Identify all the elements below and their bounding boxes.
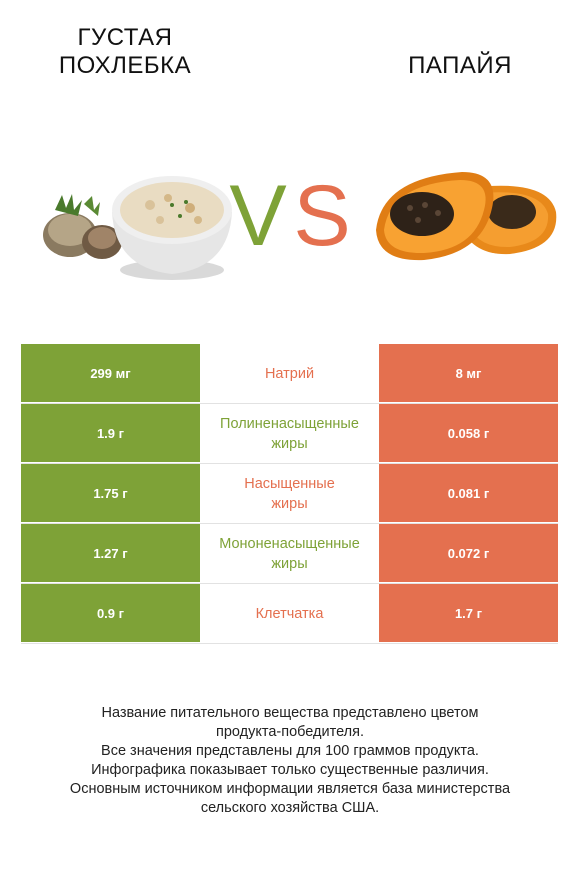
left-value: 1.9 г — [21, 404, 200, 463]
papaya-image — [376, 172, 557, 261]
vs-letter-s: S — [293, 168, 350, 264]
table-row: 299 мг Натрий 8 мг — [21, 344, 558, 404]
table-row: 0.9 г Клетчатка 1.7 г — [21, 584, 558, 644]
footer-line: Инфографика показывает только существенн… — [91, 762, 489, 778]
hero-images: V S — [0, 150, 580, 300]
footer-notes: Название питательного вещества представл… — [0, 704, 580, 818]
footer-line: Основным источником информации является … — [69, 781, 511, 797]
comparison-table: 299 мг Натрий 8 мг 1.9 г Полиненасыщенны… — [21, 344, 558, 644]
nutrient-label-line1: Полиненасыщенные — [220, 415, 359, 432]
left-value: 1.75 г — [21, 464, 200, 523]
nutrient-label: Клетчатка — [200, 584, 379, 643]
table-row: 1.75 г Насыщенные жиры 0.081 г — [21, 464, 558, 524]
clams-image — [43, 194, 122, 259]
left-value: 299 мг — [21, 344, 200, 403]
nutrient-label: Натрий — [200, 344, 379, 403]
left-value: 0.9 г — [21, 584, 200, 643]
footer-line: сельского хозяйства США. — [200, 800, 380, 816]
table-row: 1.27 г Мононенасыщенные жиры 0.072 г — [21, 524, 558, 584]
right-value: 0.081 г — [379, 464, 558, 523]
right-value: 0.072 г — [379, 524, 558, 583]
footer-line: продукта-победителя. — [215, 724, 365, 740]
nutrient-label-line2: жиры — [271, 495, 308, 512]
nutrient-label: Полиненасыщенные жиры — [200, 404, 379, 463]
nutrient-label-line1: Насыщенные — [244, 475, 335, 492]
footer-line: Все значения представлены для 100 граммо… — [101, 743, 479, 759]
right-value: 1.7 г — [379, 584, 558, 643]
nutrient-label-line2: жиры — [271, 435, 308, 452]
vs-letter-v: V — [229, 168, 286, 264]
nutrient-label-line1: Натрий — [264, 365, 315, 382]
nutrient-label-line2: жиры — [271, 555, 308, 572]
right-value: 8 мг — [379, 344, 558, 403]
right-value: 0.058 г — [379, 404, 558, 463]
nutrient-label: Насыщенные жиры — [200, 464, 379, 523]
left-value: 1.27 г — [21, 524, 200, 583]
right-product-title: Папайя — [408, 52, 512, 79]
nutrient-label-line1: Клетчатка — [255, 605, 324, 622]
chowder-bowl-image — [112, 176, 232, 280]
nutrient-label: Мононенасыщенные жиры — [200, 524, 379, 583]
left-title-line2: похлебка — [58, 52, 192, 79]
left-product-title: Густая похлебка — [40, 24, 210, 80]
footer-line: Название питательного вещества представл… — [101, 705, 479, 721]
nutrient-label-line1: Мононенасыщенные — [219, 535, 360, 552]
table-row: 1.9 г Полиненасыщенные жиры 0.058 г — [21, 404, 558, 464]
left-title-line1: Густая — [77, 24, 173, 51]
